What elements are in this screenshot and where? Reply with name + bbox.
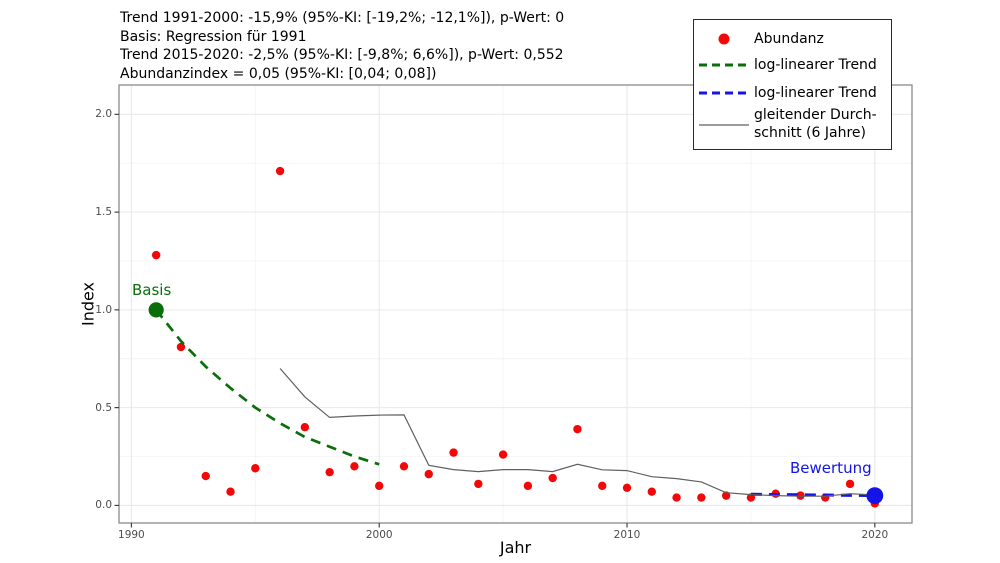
abundanz-data-point	[548, 473, 557, 483]
legend-label-green-trend: log-linearer Trend	[754, 57, 877, 73]
x-tick-label: 2000	[365, 529, 393, 541]
legend-label-moving-average: gleitender Durch- schnitt (6 Jahre)	[754, 107, 877, 141]
legend: Abundanz log-linearer Trend log-linearer…	[693, 19, 892, 150]
x-axis-title: Jahr	[499, 538, 532, 557]
legend-item-blue-trend: log-linearer Trend	[694, 79, 891, 106]
abundanz-data-point	[325, 467, 334, 477]
abundanz-data-point	[176, 342, 186, 352]
abundanz-data-point	[845, 479, 855, 489]
x-tick-label: 2010	[613, 529, 641, 541]
bewertung-label: Bewertung	[790, 459, 872, 477]
y-tick-label: 0.0	[95, 499, 112, 512]
legend-item-abundanz: Abundanz	[694, 27, 891, 51]
panel-border	[118, 84, 913, 524]
chart-header: Trend 1991-2000: -15,9% (95%-KI: [-19,2%…	[120, 9, 564, 83]
blue-dashed-line-icon	[694, 83, 754, 103]
gray-line-icon	[694, 115, 754, 135]
header-line-basis: Basis: Regression für 1991	[120, 28, 307, 45]
legend-item-moving-average: gleitender Durch- schnitt (6 Jahre)	[694, 106, 891, 150]
header-line-abundanzindex: Abundanzindex = 0,05 (95%-KI: [0,04; 0,0…	[120, 65, 437, 82]
abundanz-data-point	[449, 448, 458, 457]
abundanz-data-point	[622, 483, 632, 493]
abundanz-data-point	[226, 487, 235, 496]
abundanz-data-point	[672, 493, 681, 502]
abundanz-data-point	[598, 481, 607, 491]
legend-label-abundanz: Abundanz	[754, 31, 824, 47]
abundanz-data-point	[498, 450, 508, 459]
green-dashed-line-icon	[694, 55, 754, 75]
x-tick-label: 2020	[861, 529, 889, 541]
basis-label: Basis	[132, 281, 172, 299]
abundanz-data-point	[523, 481, 533, 491]
abundanz-data-point	[647, 487, 656, 496]
basis-point	[148, 302, 164, 318]
abundanz-data-point	[275, 166, 285, 176]
abundanz-data-point	[424, 469, 433, 479]
abundanz-data-point	[201, 471, 210, 481]
abundanz-data-point	[350, 462, 359, 471]
legend-label-blue-trend: log-linearer Trend	[754, 84, 877, 101]
abundanz-data-point	[474, 479, 483, 489]
abundanz-data-point	[721, 491, 731, 500]
abundanz-data-point	[151, 250, 161, 260]
abundanz-data-point	[697, 493, 706, 502]
y-tick-label: 0.5	[95, 401, 112, 414]
header-line-trend1: Trend 1991-2000: -15,9% (95%-KI: [-19,2%…	[120, 10, 565, 26]
y-tick-label: 1.0	[95, 303, 112, 316]
header-line-trend2: Trend 2015-2020: -2,5% (95%-KI: [-9,8%; …	[120, 47, 564, 64]
trend-line	[155, 309, 380, 466]
y-tick-label: 2.0	[95, 108, 112, 121]
abundanz-data-point	[251, 464, 260, 473]
abundanz-data-point	[375, 481, 384, 491]
trend-line	[750, 492, 875, 498]
bewertung-point	[866, 487, 884, 505]
legend-item-green-trend: log-linearer Trend	[694, 51, 891, 79]
abundanz-data-point	[573, 424, 582, 434]
y-tick-label: 1.5	[95, 206, 112, 219]
abundanz-data-point	[300, 422, 310, 432]
y-axis-title: Index	[78, 281, 98, 327]
abundanz-data-point	[399, 462, 409, 471]
x-tick-label: 1990	[118, 529, 145, 541]
abundanz-point-icon	[694, 29, 754, 49]
moving-average-line	[279, 368, 875, 497]
